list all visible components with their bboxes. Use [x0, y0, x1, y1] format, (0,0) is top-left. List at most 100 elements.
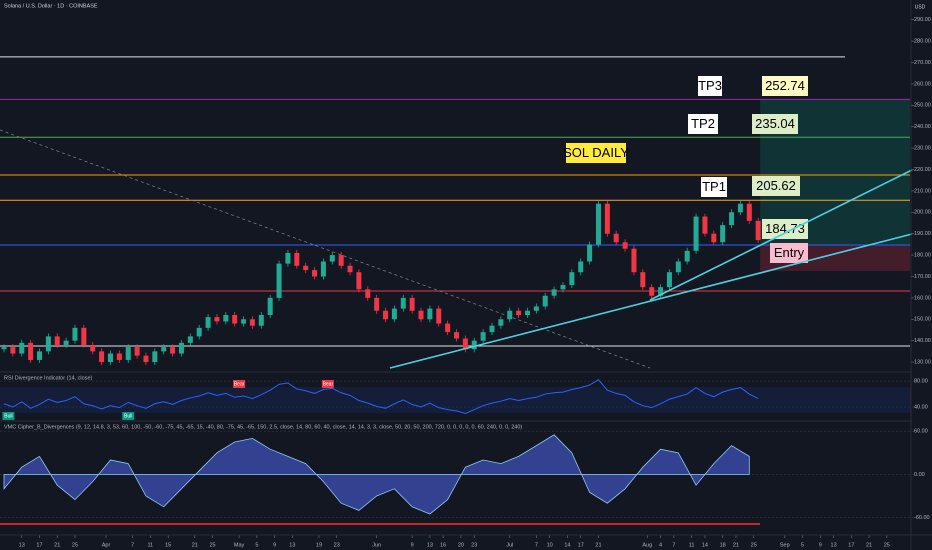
x-tick-label: 7: [535, 542, 538, 548]
x-tick-label: 13: [427, 542, 433, 548]
x-tick-label: 9: [819, 542, 822, 548]
candle: [436, 308, 442, 324]
candle: [28, 342, 34, 360]
candle: [258, 315, 264, 326]
x-tick-label: Apr: [102, 542, 111, 548]
x-tick-label: 5: [801, 542, 804, 548]
pane-title: VMC Cipher_B_Divergences (9, 12, 14.8, 3…: [4, 424, 522, 430]
candle: [19, 342, 25, 354]
y-tick-label: 80.00: [914, 379, 928, 385]
candle: [445, 323, 451, 333]
x-tick-label: 13: [19, 542, 25, 548]
y-tick-label: 190.00: [914, 231, 931, 237]
trendline: [649, 169, 913, 301]
x-tick-label: 25: [884, 542, 890, 548]
pane-title: RSI Divergence Indicator (14, close): [4, 375, 93, 381]
currency: USD: [915, 4, 926, 10]
wave-area: [3, 434, 750, 515]
candle: [276, 263, 282, 298]
candle: [516, 310, 522, 316]
x-tick-label: 25: [751, 542, 757, 548]
candle: [622, 242, 628, 249]
level-value: 205.62: [756, 178, 796, 193]
candle: [666, 272, 672, 288]
candle: [116, 353, 122, 360]
level-name: TP3: [698, 78, 722, 93]
y-tick-label: 230.00: [914, 146, 931, 152]
x-tick-label: 25: [72, 542, 78, 548]
level-name: Entry: [774, 245, 805, 260]
y-tick-label: 180.00: [914, 253, 931, 259]
candle: [551, 289, 557, 296]
x-tick-label: 14: [702, 542, 708, 548]
signal-badge: [321, 380, 334, 388]
candle: [294, 252, 300, 266]
level-value: 252.74: [765, 78, 805, 93]
candle: [54, 336, 60, 345]
candle: [143, 355, 149, 363]
x-tick-label: May: [234, 542, 245, 548]
candle: [312, 270, 318, 277]
candle: [746, 203, 752, 221]
candle: [684, 250, 690, 262]
candle: [161, 347, 167, 352]
y-tick-label: 260.00: [914, 81, 931, 87]
candle: [232, 315, 238, 324]
candle: [356, 272, 362, 290]
candle: [241, 319, 247, 324]
x-tick-label: 20: [458, 542, 464, 548]
candle: [640, 272, 646, 288]
x-tick-label: 4: [659, 542, 662, 548]
x-tick-label: 23: [471, 542, 477, 548]
candle: [480, 332, 486, 341]
y-tick-label: 140.00: [914, 338, 931, 344]
x-tick-label: 13: [289, 542, 295, 548]
candle: [320, 261, 326, 277]
x-tick-label: 21: [866, 542, 872, 548]
annotation-box: [566, 143, 626, 163]
y-tick-label: 250.00: [914, 103, 931, 109]
level-value-box: [752, 114, 798, 134]
x-tick-label: 5: [255, 542, 258, 548]
x-tick-label: 17: [848, 542, 854, 548]
x-tick-label: 15: [165, 542, 171, 548]
candle: [569, 272, 575, 286]
x-tick-label: 13: [831, 542, 837, 548]
signal-badge: [2, 412, 15, 420]
candle: [489, 325, 495, 333]
candle: [196, 327, 202, 337]
y-tick-label: 160.00: [914, 295, 931, 301]
candle: [737, 203, 743, 213]
level-value-box: [752, 176, 800, 196]
candle: [587, 244, 593, 262]
candle: [178, 342, 184, 354]
candle: [374, 297, 380, 311]
candle: [649, 287, 655, 296]
x-tick-label: 11: [689, 542, 695, 548]
candle: [560, 285, 566, 290]
x-tick-label: 10: [547, 542, 553, 548]
candle: [214, 317, 220, 322]
rsi-band: [0, 387, 911, 413]
candle: [471, 340, 477, 350]
candle: [125, 347, 131, 360]
candle: [187, 336, 193, 343]
candle: [107, 353, 113, 363]
x-tick-label: 17: [36, 542, 42, 548]
y-tick-label: 0.00: [914, 472, 925, 478]
y-tick-label: 130.00: [914, 360, 931, 366]
candle: [72, 327, 78, 341]
candle: [604, 203, 610, 234]
candle: [391, 308, 397, 320]
symbol-title: Solana / U.S. Dollar · 1D · COINBASE: [4, 3, 98, 9]
candle: [693, 216, 699, 251]
level-value-box: [762, 219, 808, 239]
x-tick-label: 7: [672, 542, 675, 548]
level-value: 235.04: [755, 116, 795, 131]
level-name: TP2: [691, 116, 715, 131]
x-tick-label: 21: [595, 542, 601, 548]
candle: [418, 310, 424, 320]
candle: [507, 310, 513, 320]
candle: [365, 289, 371, 298]
candle: [249, 319, 255, 326]
